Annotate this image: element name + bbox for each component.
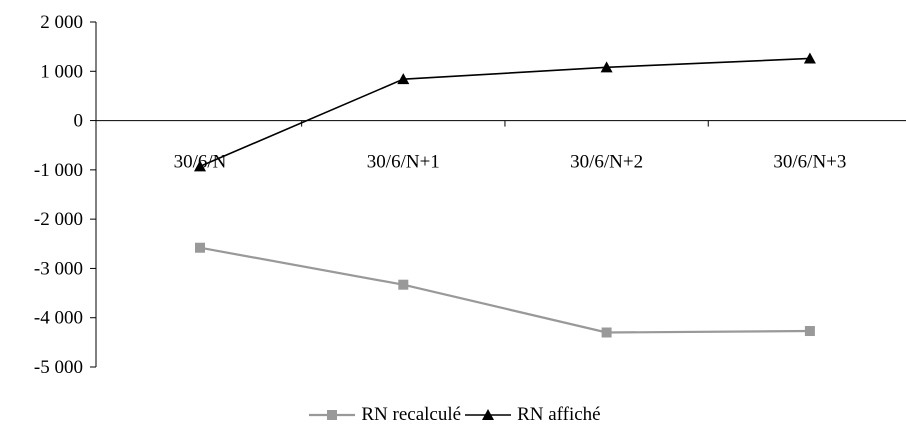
- data-point-rn-affiche: [803, 52, 816, 64]
- data-point-rn-recalcule: [601, 327, 612, 338]
- data-point-rn-affiche: [600, 61, 613, 73]
- series-line-rn-recalcule: [199, 246, 810, 334]
- data-point-rn-recalcule: [398, 279, 409, 290]
- y-tick-label: -4 000: [34, 308, 83, 329]
- legend-item-rn-affiche: RN affiché: [465, 404, 601, 426]
- legend-item-rn-recalcule: RN recalculé: [309, 404, 461, 426]
- x-tick-label: 30/6/N+1: [367, 152, 440, 173]
- y-tick-label: 1 000: [40, 61, 83, 82]
- data-point-rn-recalcule: [195, 242, 205, 253]
- y-tick-label: -3 000: [34, 258, 83, 279]
- data-point-rn-affiche: [194, 160, 206, 172]
- legend-swatch: [465, 408, 512, 420]
- chart-legend: RN recalculé RN affiché: [0, 400, 906, 429]
- x-tick-label: 30/6/N+3: [773, 152, 846, 173]
- data-point-rn-recalcule: [804, 326, 815, 337]
- y-tick-label: -2 000: [34, 209, 83, 230]
- x-tick-label: 30/6/N+2: [570, 152, 643, 173]
- legend-label: RN recalculé: [361, 403, 462, 425]
- series-line-rn-affiche: [199, 57, 810, 168]
- data-point-rn-affiche: [397, 73, 410, 85]
- legend-swatch: [309, 409, 356, 420]
- y-tick-label: -1 000: [34, 160, 83, 181]
- y-tick-label: 2 000: [40, 12, 83, 33]
- y-tick-label: -5 000: [34, 357, 83, 378]
- y-tick-label: 0: [74, 111, 84, 132]
- legend-label: RN affiché: [517, 403, 601, 425]
